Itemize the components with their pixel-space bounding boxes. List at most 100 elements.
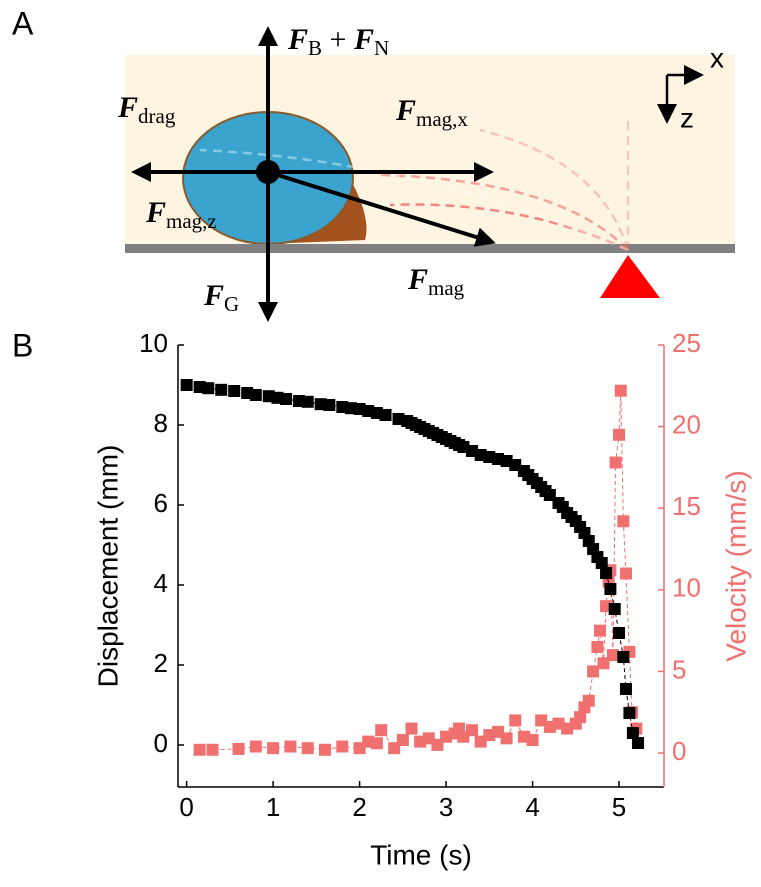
point <box>632 737 645 749</box>
point <box>609 456 622 469</box>
x-tick-label: 2 <box>352 792 366 822</box>
label-part: F <box>407 263 428 296</box>
force-arrows <box>131 26 496 322</box>
point <box>336 740 349 753</box>
force-label: Fmag,z <box>145 196 217 233</box>
schematic: x z <box>125 26 735 322</box>
y-tick-label: 0 <box>154 728 168 758</box>
point <box>280 393 293 405</box>
point <box>284 740 297 753</box>
point <box>249 389 262 401</box>
x-tick-label: 1 <box>266 792 280 822</box>
y2-axis-title: Velocity (mm/s) <box>720 470 751 661</box>
point <box>595 557 608 569</box>
y2-tick-label: 25 <box>672 328 701 358</box>
label-part: F <box>117 91 138 124</box>
point <box>600 567 613 579</box>
point <box>509 714 522 727</box>
point <box>319 743 332 756</box>
y-tick-label: 8 <box>154 408 168 438</box>
point <box>574 711 587 724</box>
field-lines <box>199 120 630 252</box>
y-tick-label: 6 <box>154 488 168 518</box>
point <box>594 624 607 637</box>
point <box>249 740 262 753</box>
point <box>509 459 522 471</box>
panel-label: B <box>12 327 33 363</box>
point <box>323 399 336 411</box>
center <box>256 160 280 184</box>
y-tick-label: 2 <box>154 648 168 678</box>
point <box>591 640 604 653</box>
point <box>608 603 621 615</box>
label-part: mag,z <box>166 209 217 233</box>
point <box>623 707 636 719</box>
label-part: + <box>322 23 354 56</box>
y2-tick-label: 10 <box>672 573 701 603</box>
point <box>587 665 600 678</box>
point <box>370 737 383 750</box>
force-label: Fmag <box>407 263 465 300</box>
point <box>604 583 617 595</box>
y2-tick-label: 5 <box>672 654 686 684</box>
y-tick-label: 4 <box>154 568 168 598</box>
point <box>582 694 595 707</box>
point <box>597 657 610 670</box>
x-tick-label: 5 <box>612 792 626 822</box>
point <box>500 732 513 745</box>
x-tick-label: 0 <box>179 792 193 822</box>
point <box>193 743 206 756</box>
y2-tick-label: 20 <box>672 409 701 439</box>
point <box>379 409 392 421</box>
force-label: Fmag,x <box>395 94 468 131</box>
axes-icon <box>657 65 704 124</box>
label-part: F <box>353 23 374 56</box>
y2-tick-label: 0 <box>672 736 686 766</box>
label-part: F <box>395 94 416 127</box>
point <box>619 567 632 580</box>
panel-label: A <box>12 5 34 41</box>
x-tick-label: 4 <box>525 792 539 822</box>
label-part: N <box>374 36 389 60</box>
point <box>396 733 409 746</box>
point <box>232 742 245 755</box>
label-part: F <box>203 279 224 312</box>
point <box>375 724 388 737</box>
x-axis-title: Time (s) <box>370 839 472 870</box>
point <box>606 649 619 662</box>
point <box>613 627 626 639</box>
point <box>301 395 314 408</box>
point <box>617 651 630 663</box>
point <box>613 428 626 441</box>
axis-z-label: z <box>680 102 694 133</box>
label-part: mag,x <box>416 107 468 131</box>
label-part: F <box>145 196 166 229</box>
label-part: G <box>224 292 239 316</box>
substrate <box>125 244 735 253</box>
label-part: B <box>308 36 322 60</box>
series-line <box>186 384 639 744</box>
point <box>228 385 241 397</box>
point <box>215 383 228 396</box>
axis-x-label: x <box>710 42 724 73</box>
point <box>500 455 513 467</box>
label-part: mag <box>428 276 465 300</box>
point <box>202 382 215 395</box>
point <box>617 515 630 528</box>
point <box>180 379 193 391</box>
point <box>619 683 632 695</box>
point <box>614 384 627 397</box>
point <box>626 727 639 739</box>
point <box>466 724 479 737</box>
label-part: drag <box>138 104 176 128</box>
point <box>405 722 418 735</box>
force-label: FB + FN <box>287 23 389 60</box>
magnet <box>600 255 660 298</box>
y-tick-label: 10 <box>139 328 168 358</box>
point <box>526 733 539 746</box>
point <box>267 742 280 755</box>
x-tick-label: 3 <box>439 792 453 822</box>
point <box>206 743 219 756</box>
